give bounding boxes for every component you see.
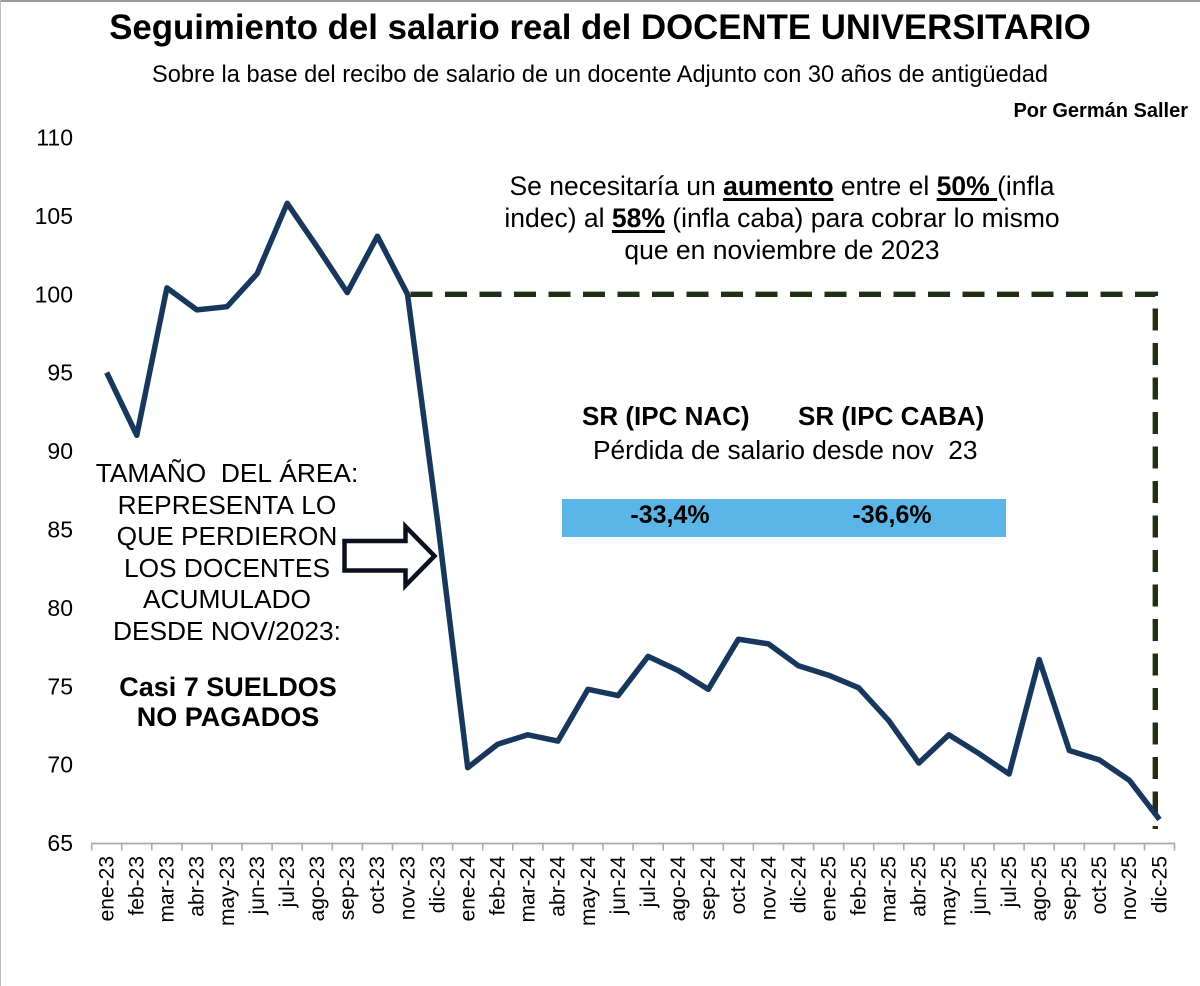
svg-text:dic-23: dic-23 xyxy=(426,856,449,913)
svg-text:95: 95 xyxy=(47,360,73,386)
svg-text:ene-24: ene-24 xyxy=(457,856,480,922)
svg-text:ene-23: ene-23 xyxy=(96,856,119,921)
svg-text:abr-23: abr-23 xyxy=(186,856,209,917)
svg-text:may-25: may-25 xyxy=(938,856,961,926)
svg-text:oct-25: oct-25 xyxy=(1088,856,1111,914)
svg-text:feb-23: feb-23 xyxy=(126,856,149,916)
svg-text:75: 75 xyxy=(47,673,73,699)
svg-text:jul-24: jul-24 xyxy=(637,856,660,909)
svg-text:sep-23: sep-23 xyxy=(336,856,359,920)
svg-text:nov-25: nov-25 xyxy=(1118,856,1141,920)
svg-text:feb-25: feb-25 xyxy=(848,856,871,916)
svg-text:feb-24: feb-24 xyxy=(487,856,510,916)
svg-text:nov-23: nov-23 xyxy=(396,856,419,920)
svg-text:100: 100 xyxy=(35,281,73,307)
svg-text:ene-25: ene-25 xyxy=(817,856,840,921)
svg-text:90: 90 xyxy=(47,438,73,464)
svg-text:may-23: may-23 xyxy=(216,856,239,926)
svg-text:ago-24: ago-24 xyxy=(667,856,690,922)
svg-text:oct-23: oct-23 xyxy=(366,856,389,914)
svg-text:nov-24: nov-24 xyxy=(757,856,780,921)
svg-text:sep-25: sep-25 xyxy=(1058,856,1081,920)
svg-text:80: 80 xyxy=(47,595,73,621)
svg-text:mar-25: mar-25 xyxy=(878,856,901,923)
svg-text:85: 85 xyxy=(47,517,73,543)
svg-text:110: 110 xyxy=(36,125,73,151)
svg-text:jun-25: jun-25 xyxy=(968,856,991,915)
svg-text:mar-23: mar-23 xyxy=(156,856,179,923)
svg-text:ago-23: ago-23 xyxy=(306,856,329,921)
svg-text:105: 105 xyxy=(35,203,73,229)
svg-text:may-24: may-24 xyxy=(577,856,600,926)
svg-text:ago-25: ago-25 xyxy=(1028,856,1051,921)
svg-text:jul-25: jul-25 xyxy=(998,856,1021,908)
svg-text:sep-24: sep-24 xyxy=(697,856,720,921)
svg-text:65: 65 xyxy=(47,830,73,856)
svg-text:abr-24: abr-24 xyxy=(547,856,570,917)
svg-text:mar-24: mar-24 xyxy=(517,856,540,923)
svg-text:dic-24: dic-24 xyxy=(787,856,810,914)
svg-text:jul-23: jul-23 xyxy=(276,856,299,908)
svg-text:abr-25: abr-25 xyxy=(908,856,931,917)
svg-text:dic-25: dic-25 xyxy=(1148,856,1171,913)
svg-text:oct-24: oct-24 xyxy=(727,856,750,915)
svg-text:jun-24: jun-24 xyxy=(607,856,630,916)
svg-text:jun-23: jun-23 xyxy=(246,856,269,915)
svg-text:70: 70 xyxy=(47,752,73,778)
